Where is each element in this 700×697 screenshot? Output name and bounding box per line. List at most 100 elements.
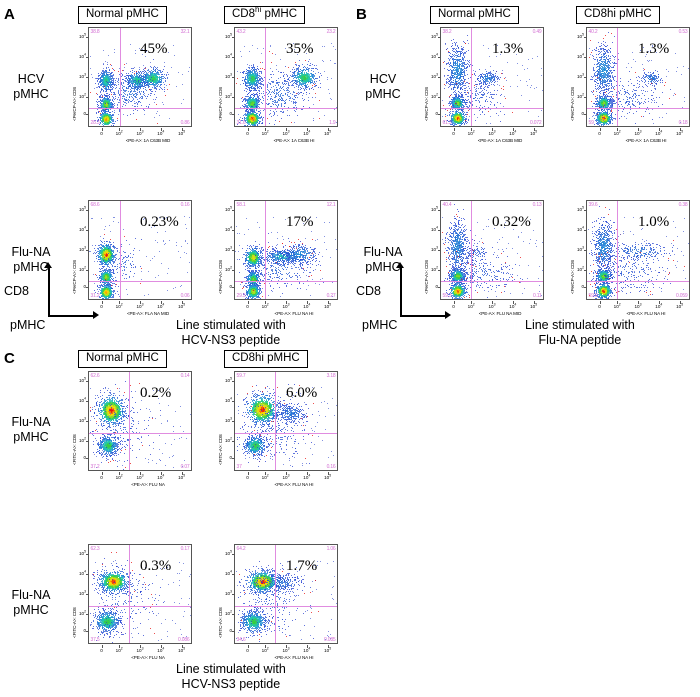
x-tick-label: 104 — [302, 475, 312, 480]
gate-line-horizontal[interactable] — [441, 108, 543, 109]
y-tick-label: 102 — [220, 611, 232, 616]
y-tick-label: 104 — [220, 54, 232, 59]
x-tick-label: 102 — [612, 131, 622, 136]
x-tick-label: 104 — [654, 131, 664, 136]
gate-line-horizontal[interactable] — [587, 281, 689, 282]
x-tick-label: 104 — [302, 304, 312, 309]
caption-line-1: Line stimulated with — [176, 318, 286, 333]
quadrant-stat-top-left: 39.6 — [589, 202, 598, 208]
quadrant-stat-top-right: 0.38 — [679, 202, 688, 208]
x-tick-label: 105 — [529, 131, 539, 136]
x-tick-label: 0 — [243, 131, 253, 136]
x-tick-label: 105 — [177, 131, 187, 136]
quadrant-stat-bottom-left: 28.3 — [91, 120, 100, 126]
quadrant-stat-bottom-right: 0.07 — [181, 464, 190, 470]
quadrant-stat-top-left: 38.8 — [91, 29, 100, 35]
quadrant-stat-top-left: 43.2 — [237, 29, 246, 35]
x-tick-label: 105 — [177, 304, 187, 309]
quadrant-stat-top-right: 0.16 — [181, 202, 190, 208]
quadrant-stat-top-right: 23.2 — [327, 29, 336, 35]
gate-line-vertical[interactable] — [275, 545, 276, 643]
gate-line-vertical[interactable] — [275, 372, 276, 470]
y-tick-label: 104 — [74, 54, 86, 59]
quadrant-stat-bottom-right: 0.085 — [324, 637, 336, 643]
y-tick-label: 0 — [74, 628, 86, 633]
x-tick-label: 0 — [97, 475, 107, 480]
y-tick-label: 0 — [74, 111, 86, 116]
y-tick-label: 105 — [74, 378, 86, 383]
column-header-cd8hi-pmhc: CD8hi pMHC — [224, 6, 305, 24]
x-tick-label: 102 — [260, 131, 270, 136]
x-tick-label: 0 — [449, 131, 459, 136]
y-tick-label: 0 — [220, 284, 232, 289]
x-tick-label: 103 — [135, 648, 145, 653]
quadrant-stat-top-left: 62.3 — [91, 546, 100, 552]
gated-percentage-label: 0.23% — [140, 214, 179, 231]
quadrant-stat-bottom-right: 0.16 — [327, 464, 336, 470]
quadrant-stat-top-left: 59.7 — [237, 373, 246, 379]
y-tick-label: 0 — [426, 111, 438, 116]
quadrant-stat-top-left: 40.2 — [589, 29, 598, 35]
gate-line-vertical[interactable] — [265, 28, 266, 126]
column-header-normal-pmhc: Normal pMHC — [78, 6, 167, 24]
gate-line-horizontal[interactable] — [235, 433, 337, 434]
gate-line-horizontal[interactable] — [587, 108, 689, 109]
gate-line-horizontal[interactable] — [235, 606, 337, 607]
y-tick-label: 103 — [572, 247, 584, 252]
quadrant-stat-bottom-left: 61.3 — [443, 120, 452, 126]
x-tick-label: 104 — [508, 304, 518, 309]
quadrant-stat-top-left: 68.6 — [91, 202, 100, 208]
quadrant-stat-top-left: 40.4 — [443, 202, 452, 208]
quadrant-stat-top-right: 3.18 — [327, 373, 336, 379]
gate-line-vertical[interactable] — [265, 201, 266, 299]
gate-line-vertical[interactable] — [129, 545, 130, 643]
gate-line-vertical[interactable] — [129, 372, 130, 470]
y-tick-label: 105 — [220, 207, 232, 212]
quadrant-stat-top-right: 0.14 — [181, 373, 190, 379]
x-tick-label: 103 — [135, 475, 145, 480]
panel-letter-a: A — [4, 6, 15, 23]
gate-line-horizontal[interactable] — [89, 108, 191, 109]
y-tick-label: 105 — [426, 34, 438, 39]
gate-line-horizontal[interactable] — [235, 108, 337, 109]
y-tick-label: 104 — [572, 54, 584, 59]
quadrant-stat-top-right: 0.17 — [181, 546, 190, 552]
y-tick-label: 103 — [426, 74, 438, 79]
gate-line-horizontal[interactable] — [235, 281, 337, 282]
y-tick-label: 103 — [220, 74, 232, 79]
column-header-cd8hi-pmhc: CD8hi pMHC — [576, 6, 660, 24]
gate-line-vertical[interactable] — [617, 28, 618, 126]
gated-percentage-label: 6.0% — [286, 385, 317, 402]
quadrant-stat-top-right: 12.1 — [327, 202, 336, 208]
gate-line-vertical[interactable] — [617, 201, 618, 299]
panel-letter-b: B — [356, 6, 367, 23]
gate-line-vertical[interactable] — [120, 28, 121, 126]
x-tick-label: 105 — [323, 475, 333, 480]
flow-plot: <PerCP-A>: CD8010210310410558.112.129.50… — [206, 200, 346, 330]
x-tick-label: 102 — [260, 648, 270, 653]
x-tick-label: 0 — [243, 475, 253, 480]
x-tick-label: 0 — [243, 648, 253, 653]
flow-plot: <FITC-A>: CD8010210310410564.21.0634.60.… — [206, 544, 346, 674]
y-tick-label: 104 — [426, 54, 438, 59]
axis-arrow-label-pmhc: pMHC — [10, 318, 45, 332]
quadrant-stat-bottom-right: 1.9 — [329, 120, 335, 126]
quadrant-stat-bottom-right: 0.18 — [679, 120, 688, 126]
y-tick-label: 103 — [220, 247, 232, 252]
gate-line-horizontal[interactable] — [89, 433, 191, 434]
x-tick-label: 103 — [281, 131, 291, 136]
quadrant-stat-bottom-right: 0.11 — [533, 293, 542, 299]
quadrant-stat-bottom-left: 37.5 — [91, 637, 100, 643]
quadrant-stat-top-right: 1.06 — [327, 546, 336, 552]
x-axis-title: <PE-A>: 1A C63B MID — [470, 138, 530, 143]
gated-percentage-label: 1.0% — [638, 214, 669, 231]
gated-percentage-label: 1.7% — [286, 558, 317, 575]
gate-line-horizontal[interactable] — [89, 606, 191, 607]
x-tick-label: 0 — [243, 304, 253, 309]
y-tick-label: 103 — [220, 591, 232, 596]
gated-percentage-label: 0.3% — [140, 558, 171, 575]
x-tick-label: 0 — [97, 648, 107, 653]
y-tick-label: 102 — [220, 267, 232, 272]
x-axis-title: <PE-A>: FLU NA HI — [616, 311, 676, 316]
gate-line-vertical[interactable] — [471, 28, 472, 126]
